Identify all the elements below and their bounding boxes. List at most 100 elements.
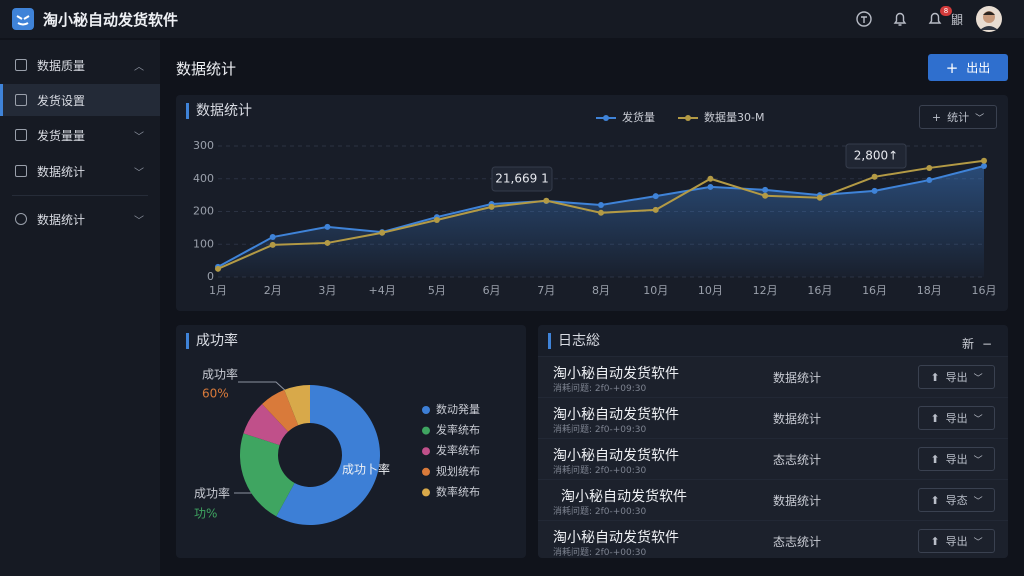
row-title: 淘小秘自动发货软件	[553, 366, 679, 382]
panel-action[interactable]: 新 −	[962, 337, 993, 351]
y-tick-label: 100	[193, 237, 214, 250]
annotation: 成功率	[202, 367, 238, 382]
point	[762, 186, 769, 193]
row-button[interactable]: ⬆ 导态 ﹀	[918, 488, 995, 512]
row-status: 数据统计	[773, 494, 822, 508]
log-row: 淘小秘自动发货软件 消耗问题: 2f0-+09:30 数据统计 ⬆ 导出 ﹀	[538, 397, 1008, 438]
row-button[interactable]: ⬆ 导出 ﹀	[918, 447, 995, 471]
icon-help[interactable]	[855, 10, 873, 28]
export-button-label: 出出	[966, 61, 991, 75]
row-button-label: 导出	[945, 535, 968, 548]
avatar[interactable]	[976, 6, 1002, 32]
badge: 8	[940, 6, 952, 16]
row-status: 数据统计	[773, 371, 822, 385]
app-title: 淘小秘自动发货软件	[43, 11, 179, 29]
row-button-icon: ⬆	[930, 493, 940, 507]
x-tick-label: 1月	[209, 284, 227, 297]
legend-dot	[422, 467, 430, 476]
nav-item[interactable]: 数据统计 ﹀	[0, 203, 160, 235]
nav-item[interactable]: 数据统计 ﹀	[0, 155, 160, 187]
icon-bell[interactable]	[891, 10, 909, 28]
row-button[interactable]: ⬆ 导出 ﹀	[918, 365, 995, 389]
y-tick-label: 400	[193, 172, 214, 185]
log-row: 淘小秘自动发货软件消耗问题: 2f0-+09:30 数据统计 ⬆ 导出 ﹀	[538, 356, 1008, 397]
point	[379, 229, 386, 236]
line-chart: 300 400 200 100 01月 2月 3月 +4月 5月 6月 7月 8月 10月 10月 12月 1…	[193, 110, 997, 297]
row-title: 淘小秘自动发货软件	[553, 448, 679, 464]
point	[762, 192, 769, 199]
point	[707, 183, 714, 190]
user-label: 鼰	[951, 13, 964, 27]
panel-title: 日志総	[548, 333, 600, 349]
row-button-caret: ﹀	[973, 455, 983, 466]
nav-item-active[interactable]: 发货设置	[0, 84, 160, 116]
legend-dot	[422, 426, 430, 435]
nav-item[interactable]: 数据质量 ︿	[0, 49, 160, 81]
point	[324, 239, 331, 246]
nav-label: 发货量量	[37, 128, 86, 143]
point	[871, 173, 878, 180]
pie-slice	[276, 385, 381, 525]
nav-label: 数据统计	[37, 212, 86, 227]
callout-box	[845, 143, 907, 169]
legend-dot	[422, 406, 430, 414]
legend-label: 发率统布	[436, 423, 480, 437]
divider	[12, 195, 148, 196]
nav-label: 数据质量	[37, 58, 86, 73]
legend-dot	[685, 115, 691, 121]
row-button-icon: ⬆	[930, 411, 940, 425]
x-tick-label: 2月	[264, 284, 282, 297]
dropdown-label: 统计	[947, 111, 970, 124]
point	[981, 162, 987, 169]
row-subtitle: 消耗问题: 2f0-+00:30	[553, 548, 647, 558]
legend-label: 规划统布	[436, 464, 480, 478]
row-button-caret: ﹀	[973, 414, 983, 425]
legend-dot	[422, 447, 430, 456]
icon-notice[interactable]	[927, 10, 945, 28]
panel-title: 成功率	[186, 333, 238, 349]
x-tick-label: 7月	[537, 284, 555, 297]
action-label: 新	[962, 337, 975, 351]
y-tick-label: 0	[207, 270, 214, 283]
point	[269, 234, 276, 241]
point	[652, 193, 659, 200]
export-button[interactable]: + 出出	[928, 54, 1008, 81]
header: 淘小秘自动发货软件 8 鼰	[0, 0, 1024, 38]
point	[598, 209, 604, 216]
point	[269, 241, 276, 248]
line-panel: 数据统计 + 统计 ﹀ 300 400 200 100 0 1月 2月 3月 +4月 5月 6月 7月 8月…	[176, 95, 1008, 311]
pie-slice	[243, 403, 289, 446]
sidebar: 数据质量 ︿ 发货设置 发货量量 ﹀ 数据统计 ﹀ 数据统计 ﹀	[0, 40, 160, 576]
point	[543, 197, 550, 204]
row-subtitle: 消耗问题: 2f0-+09:30	[553, 425, 647, 435]
y-tick-label: 300	[193, 139, 214, 152]
x-tick-label: 5月	[428, 284, 446, 297]
row-subtitle: 消耗问题: 2f0-+00:30	[553, 466, 647, 476]
logo	[12, 8, 34, 30]
row-button[interactable]: ⬆ 导出 ﹀	[918, 529, 995, 553]
legend-label: 发率统布	[436, 443, 480, 457]
point	[652, 206, 659, 213]
row-button-icon: ⬆	[930, 370, 940, 384]
row-button-label: 导态	[945, 494, 968, 507]
point	[488, 203, 495, 210]
pie-slice	[240, 433, 295, 517]
nav-item[interactable]: 发货量量 ﹀	[0, 119, 160, 151]
legend-dot	[422, 488, 430, 497]
legend-label: 发货量	[622, 110, 655, 124]
x-tick-label: 3月	[318, 284, 336, 297]
row-subtitle: 消耗问题: 2f0-+09:30	[553, 384, 647, 394]
x-tick-label: 16月	[862, 284, 887, 297]
x-tick-label: 6月	[483, 284, 501, 297]
legend-label: 数据量30-M	[704, 110, 764, 124]
pie-slice	[284, 385, 310, 426]
x-tick-label: 10月	[643, 284, 668, 297]
dropdown-button[interactable]: + 统计 ﹀	[919, 105, 997, 129]
row-button[interactable]: ⬆ 导出 ﹀	[918, 406, 995, 430]
y-tick-label: 200	[193, 205, 214, 218]
x-tick-label: 16月	[807, 284, 832, 297]
log-row: 淘小秘自动发货软件 消耗问题: 2f0-+00:30 态志统计 ⬆ 导出 ﹀	[538, 520, 1008, 558]
row-title: 淘小秘自动发货软件	[561, 489, 687, 505]
